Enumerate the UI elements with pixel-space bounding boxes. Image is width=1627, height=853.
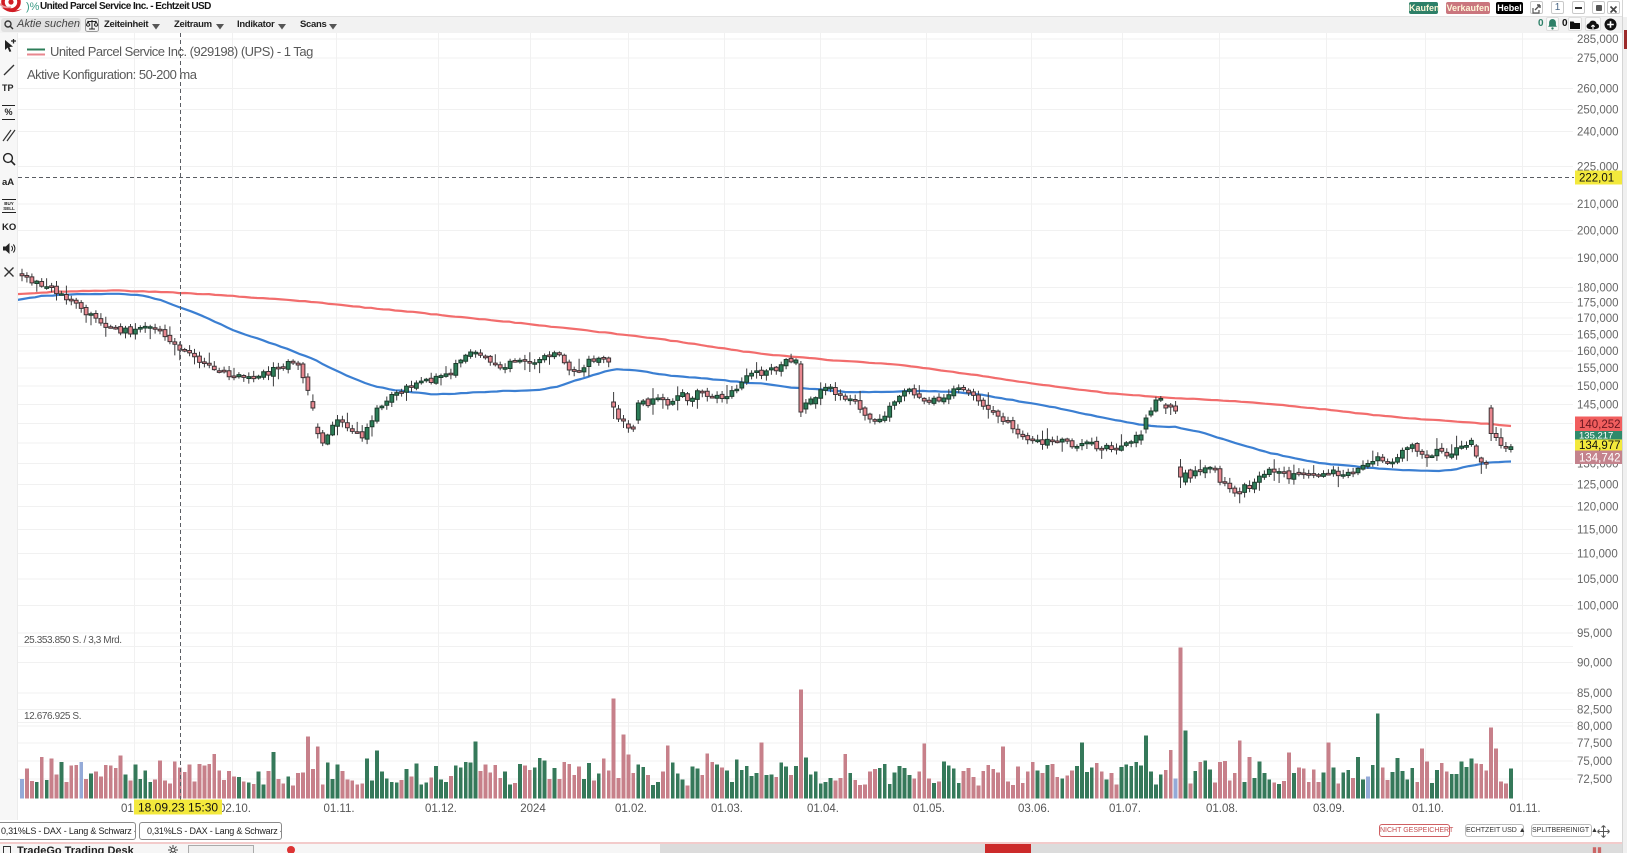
svg-text:01.11.: 01.11. xyxy=(1509,803,1540,815)
svg-text:02.10.: 02.10. xyxy=(219,803,251,815)
svg-text:285,000: 285,000 xyxy=(1577,34,1619,46)
svg-text:01.04.: 01.04. xyxy=(807,803,839,815)
svg-text:01.02.: 01.02. xyxy=(615,803,647,815)
svg-text:134,742: 134,742 xyxy=(1579,453,1621,465)
svg-text:12.676.925 S.: 12.676.925 S. xyxy=(24,711,81,722)
svg-text:210,000: 210,000 xyxy=(1577,199,1619,211)
svg-text:134,977: 134,977 xyxy=(1579,440,1621,452)
svg-text:180,000: 180,000 xyxy=(1577,282,1619,294)
svg-text:75,000: 75,000 xyxy=(1577,756,1612,768)
svg-text:01.10.: 01.10. xyxy=(1412,803,1444,815)
svg-text:240,000: 240,000 xyxy=(1577,127,1619,139)
svg-text:160,000: 160,000 xyxy=(1577,346,1619,358)
svg-text:Aktive Konfiguration: 50-200 m: Aktive Konfiguration: 50-200 ma xyxy=(27,67,198,82)
svg-text:01.08.: 01.08. xyxy=(1206,803,1238,815)
svg-text:165,000: 165,000 xyxy=(1577,329,1619,341)
svg-text:82,500: 82,500 xyxy=(1577,704,1612,716)
svg-text:72,500: 72,500 xyxy=(1577,774,1612,786)
svg-text:115,000: 115,000 xyxy=(1577,525,1618,537)
svg-text:85,000: 85,000 xyxy=(1577,688,1612,700)
svg-text:01.03.: 01.03. xyxy=(711,803,743,815)
svg-text:150,000: 150,000 xyxy=(1577,381,1619,393)
svg-text:200,000: 200,000 xyxy=(1577,225,1619,237)
svg-text:275,000: 275,000 xyxy=(1577,53,1619,65)
svg-text:80,000: 80,000 xyxy=(1577,721,1612,733)
svg-text:222,01: 222,01 xyxy=(1579,173,1614,185)
svg-text:105,000: 105,000 xyxy=(1577,574,1619,586)
svg-text:United Parcel Service Inc. (92: United Parcel Service Inc. (929198) (UPS… xyxy=(50,44,313,59)
svg-text:25.353.850 S. / 3,3 Mrd.: 25.353.850 S. / 3,3 Mrd. xyxy=(24,635,122,646)
svg-text:18.09.23 15:30: 18.09.23 15:30 xyxy=(138,801,218,815)
svg-text:01.12.: 01.12. xyxy=(425,803,457,815)
svg-text:170,000: 170,000 xyxy=(1577,313,1619,325)
svg-text:03.06.: 03.06. xyxy=(1018,803,1050,815)
svg-text:03.09.: 03.09. xyxy=(1313,803,1345,815)
svg-text:100,000: 100,000 xyxy=(1577,600,1619,612)
svg-text:250,000: 250,000 xyxy=(1577,105,1619,117)
svg-text:110,000: 110,000 xyxy=(1577,549,1618,561)
svg-text:01.11.: 01.11. xyxy=(323,803,354,815)
svg-text:190,000: 190,000 xyxy=(1577,253,1619,265)
svg-text:175,000: 175,000 xyxy=(1577,298,1619,310)
svg-text:01.07.: 01.07. xyxy=(1109,803,1141,815)
svg-text:140,252: 140,252 xyxy=(1579,419,1621,431)
svg-text:145,000: 145,000 xyxy=(1577,399,1619,411)
svg-text:135,217: 135,217 xyxy=(1579,431,1613,442)
svg-text:90,000: 90,000 xyxy=(1577,657,1612,669)
svg-text:77,500: 77,500 xyxy=(1577,738,1612,750)
svg-text:155,000: 155,000 xyxy=(1577,363,1619,375)
svg-text:120,000: 120,000 xyxy=(1577,502,1619,514)
svg-text:95,000: 95,000 xyxy=(1577,628,1612,640)
svg-text:125,000: 125,000 xyxy=(1577,480,1619,492)
svg-text:01.05.: 01.05. xyxy=(913,803,945,815)
svg-text:2024: 2024 xyxy=(520,803,546,815)
svg-text:260,000: 260,000 xyxy=(1577,83,1619,95)
